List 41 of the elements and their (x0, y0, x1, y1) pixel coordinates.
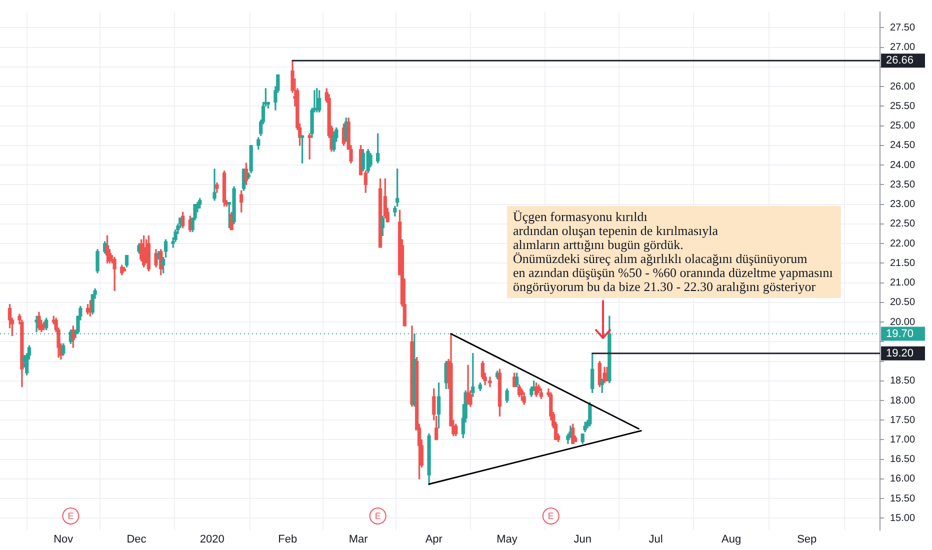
y-tick-label: 25.00 (890, 120, 916, 132)
annotation: Üçgen formasyonu kırıldı ardından oluşan tepenin de kırılmasıyla alımların arttığını bugün gördük. Önümüzdeki süreç alım ağırlıklı olacağını düşünüyorum en azından düşüşün %50 - %60 oranında düzeltme yapmasını öngörüyorum bu da bize 21.30 - 22.30 aralığını gösteriyor (513, 208, 834, 294)
y-tick-label: 22.00 (890, 238, 916, 250)
x-tick-label: 2020 (200, 534, 224, 546)
x-tick-label: Apr (425, 534, 443, 546)
x-tick-label: Jul (648, 534, 663, 546)
data-label: 26.66 (886, 54, 914, 67)
annotation: E (548, 510, 554, 521)
x-tick-label: Aug (722, 534, 742, 546)
y-tick-label: 21.50 (890, 258, 916, 269)
y-tick-label: 26.00 (890, 81, 916, 92)
x-tick-label: Sep (797, 534, 817, 546)
data-label: 19.20 (886, 347, 914, 360)
y-tick-label: 25.50 (890, 100, 916, 112)
y-tick-label: 24.00 (890, 160, 916, 171)
y-tick-label: 23.50 (890, 179, 916, 190)
ref-line-label: 19.70 (886, 328, 914, 340)
x-tick-label: Mar (348, 534, 368, 546)
y-tick-label: 15.00 (890, 512, 916, 524)
y-tick-label: 27.50 (890, 22, 916, 34)
x-tick-label: May (496, 534, 518, 546)
y-tick-label: 20.50 (890, 297, 916, 308)
y-tick-label: 17.00 (890, 434, 916, 446)
annotation: E (374, 510, 381, 521)
y-tick-label: 18.00 (890, 395, 916, 406)
y-tick-label: 22.50 (890, 218, 916, 230)
y-tick-label: 20.00 (890, 316, 916, 328)
y-tick-label: 16.00 (890, 474, 916, 485)
annotation: E (68, 510, 74, 521)
y-tick-label: 18.50 (890, 376, 916, 387)
y-tick-label: 24.50 (890, 140, 916, 152)
y-tick-label: 23.00 (890, 199, 916, 210)
x-tick-label: Jun (574, 534, 592, 546)
y-tick-label: 21.00 (890, 278, 916, 289)
x-tick-label: Nov (54, 534, 74, 546)
x-tick-label: Feb (278, 534, 298, 546)
y-tick-label: 16.50 (890, 454, 916, 466)
y-tick-label: 27.00 (890, 42, 916, 54)
x-tick-label: Dec (126, 534, 147, 546)
y-tick-label: 17.50 (890, 414, 916, 426)
y-tick-label: 15.50 (890, 493, 916, 504)
